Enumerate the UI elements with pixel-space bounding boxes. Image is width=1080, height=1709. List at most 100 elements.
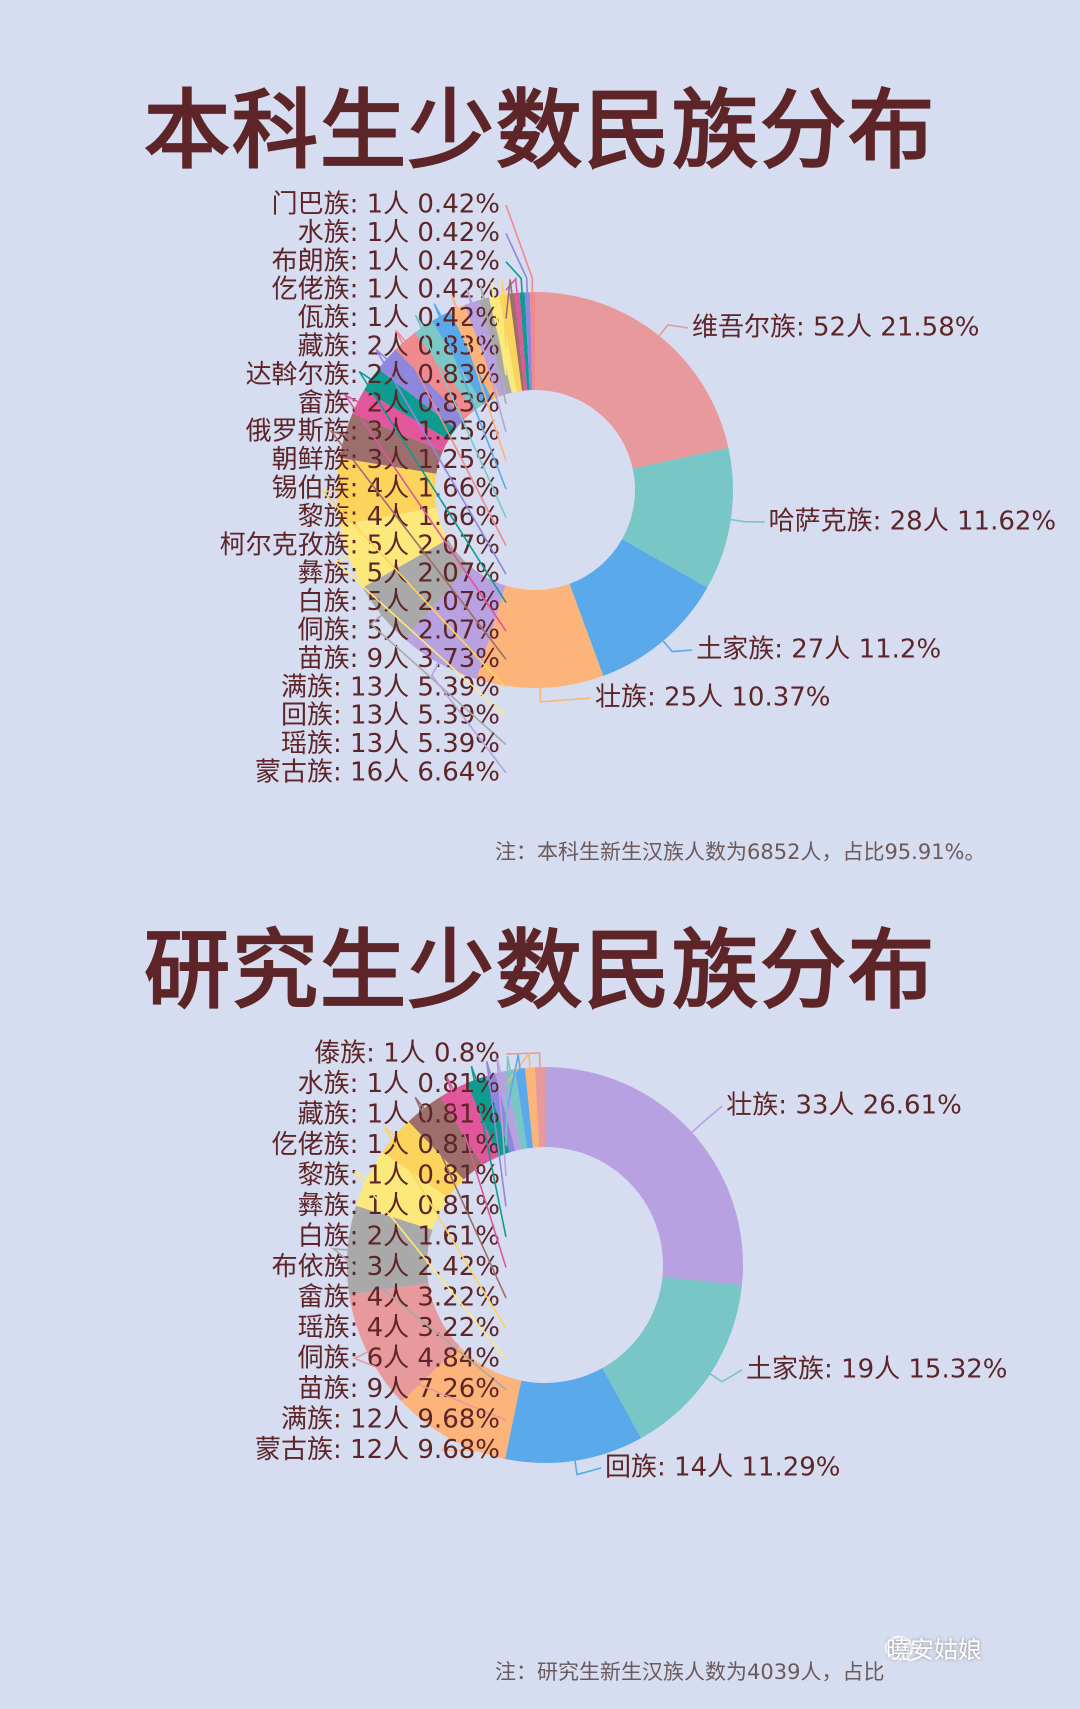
donut-slice bbox=[356, 1151, 449, 1230]
slice-label: 彝族: 1人 0.81% bbox=[298, 1191, 500, 1221]
label-leader-line bbox=[321, 490, 507, 689]
donut-slice bbox=[545, 1067, 743, 1286]
label-leader-line bbox=[479, 284, 507, 404]
label-leader-line bbox=[505, 1056, 511, 1146]
donut-slice bbox=[529, 292, 535, 391]
slice-label: 蒙古族: 12人 9.68% bbox=[255, 1435, 500, 1465]
label-leader-line bbox=[658, 324, 689, 337]
label-leader-line bbox=[430, 662, 507, 774]
donut-slice bbox=[352, 390, 449, 452]
label-leader-line bbox=[505, 204, 534, 293]
donut-chart-undergrad: 维吾尔族: 52人 21.58% 哈萨克族: 28人 11.62% 土家族: 27人… bbox=[220, 190, 1057, 788]
slice-label: 藏族: 1人 0.81% bbox=[298, 1100, 500, 1130]
slice-label: 侗族: 6人 4.84% bbox=[298, 1344, 500, 1374]
slice-label: 水族: 1人 0.81% bbox=[298, 1069, 500, 1099]
label-leader-line bbox=[539, 687, 592, 703]
slice-label: 水族: 1人 0.42% bbox=[298, 218, 500, 248]
donut-slice bbox=[478, 297, 512, 395]
slice-label: 蒙古族: 16人 6.64% bbox=[255, 758, 500, 788]
slice-label: 朝鲜族: 3人 1.25% bbox=[272, 445, 500, 475]
label-leader-line bbox=[333, 556, 507, 717]
donut-slice bbox=[515, 1068, 534, 1149]
label-leader-line bbox=[496, 1058, 507, 1177]
label-leader-line bbox=[329, 429, 507, 660]
label-leader-line bbox=[505, 279, 513, 319]
label-leader-line bbox=[466, 288, 507, 433]
label-leader-line bbox=[450, 294, 507, 461]
slice-label: 门巴族: 1人 0.42% bbox=[272, 190, 500, 220]
slice-label: 佤族: 1人 0.42% bbox=[298, 303, 500, 333]
label-leader-line bbox=[440, 1437, 507, 1452]
slice-label: 布依族: 3人 2.42% bbox=[272, 1252, 500, 1282]
slice-label: 侗族: 5人 2.07% bbox=[298, 616, 500, 646]
slice-label: 壮族: 33人 26.61% bbox=[726, 1091, 962, 1121]
wechat-icon bbox=[884, 1635, 923, 1662]
label-leader-line bbox=[331, 1247, 507, 1391]
label-leader-line bbox=[490, 282, 507, 376]
chart-title-graduate: 研究生少数民族分布 bbox=[144, 921, 936, 1021]
slice-label: 畲族: 2人 0.83% bbox=[298, 388, 500, 418]
label-leader-line bbox=[691, 1105, 723, 1133]
donut-slice bbox=[534, 1067, 545, 1148]
label-leader-line bbox=[414, 314, 507, 518]
donut-slice bbox=[505, 1368, 642, 1463]
slice-label: 黎族: 1人 0.81% bbox=[298, 1161, 500, 1191]
donut-slice bbox=[382, 1121, 464, 1198]
note-graduate: 注：研究生新生汉族人数为4039人，占比 bbox=[495, 1660, 885, 1684]
note-undergrad: 注：本科生新生汉族人数为6852人，占比95.91%。 bbox=[495, 840, 986, 864]
donut-slice bbox=[488, 295, 517, 393]
label-leader-line bbox=[501, 280, 507, 348]
label-leader-line bbox=[505, 261, 523, 293]
label-leader-line bbox=[446, 1076, 507, 1268]
donut-slice bbox=[363, 368, 456, 440]
slice-label: 回族: 13人 5.39% bbox=[281, 701, 500, 731]
label-leader-line bbox=[375, 349, 507, 575]
donut-slice bbox=[349, 1282, 460, 1402]
chart-title-undergrad: 本科生少数民族分布 bbox=[144, 81, 936, 181]
donut-slice bbox=[339, 413, 443, 474]
slice-label: 俄罗斯族: 3人 1.25% bbox=[246, 417, 500, 447]
slice-label: 满族: 12人 9.68% bbox=[281, 1405, 500, 1435]
slice-label: 土家族: 27人 11.2% bbox=[696, 635, 941, 665]
slice-label: 布朗族: 1人 0.42% bbox=[272, 246, 500, 276]
slice-label: 黎族: 4人 1.66% bbox=[298, 502, 500, 532]
label-leader-line bbox=[662, 640, 693, 653]
donut-slice bbox=[395, 332, 475, 420]
label-leader-line bbox=[342, 393, 507, 632]
donut-slice bbox=[509, 293, 525, 391]
slice-label: 维吾尔族: 52人 21.58% bbox=[692, 313, 980, 343]
label-leader-line bbox=[505, 233, 529, 293]
slice-label: 瑶族: 4人 3.22% bbox=[298, 1313, 500, 1343]
donut-slice bbox=[464, 300, 507, 397]
slice-label: 满族: 13人 5.39% bbox=[281, 672, 500, 702]
slice-label: 畲族: 4人 3.22% bbox=[298, 1283, 500, 1313]
slice-label: 苗族: 9人 7.26% bbox=[298, 1374, 500, 1404]
watermark: 曉安姑娘 bbox=[886, 1636, 982, 1664]
donut-slice bbox=[524, 292, 533, 391]
label-leader-line bbox=[574, 1460, 602, 1476]
label-leader-line bbox=[470, 1065, 507, 1238]
donut-slice bbox=[337, 457, 437, 525]
donut-slice bbox=[602, 1276, 742, 1439]
label-leader-line bbox=[485, 1060, 507, 1207]
label-leader-line bbox=[505, 1052, 541, 1068]
slice-label: 回族: 14人 11.29% bbox=[605, 1453, 841, 1483]
label-leader-line bbox=[433, 303, 507, 490]
donut-slice bbox=[569, 539, 708, 676]
donut-slice bbox=[414, 320, 483, 411]
donut-slice bbox=[495, 1071, 522, 1151]
label-leader-line bbox=[369, 614, 507, 746]
label-leader-line bbox=[730, 518, 765, 523]
slice-label: 柯尔克孜族: 5人 2.07% bbox=[220, 530, 500, 560]
label-leader-line bbox=[354, 1170, 507, 1360]
donut-slice bbox=[519, 292, 530, 391]
slice-label: 傣族: 1人 0.8% bbox=[314, 1039, 500, 1069]
donut-slice bbox=[378, 349, 465, 429]
donut-slice bbox=[346, 1205, 433, 1295]
label-leader-line bbox=[358, 370, 507, 604]
donut-slice bbox=[340, 507, 448, 588]
slice-label: 锡伯族: 4人 1.66% bbox=[272, 474, 500, 504]
slice-label: 仡佬族: 1人 0.42% bbox=[272, 275, 500, 305]
slice-label: 仡佬族: 1人 0.81% bbox=[272, 1130, 500, 1160]
label-leader-line bbox=[394, 329, 507, 547]
